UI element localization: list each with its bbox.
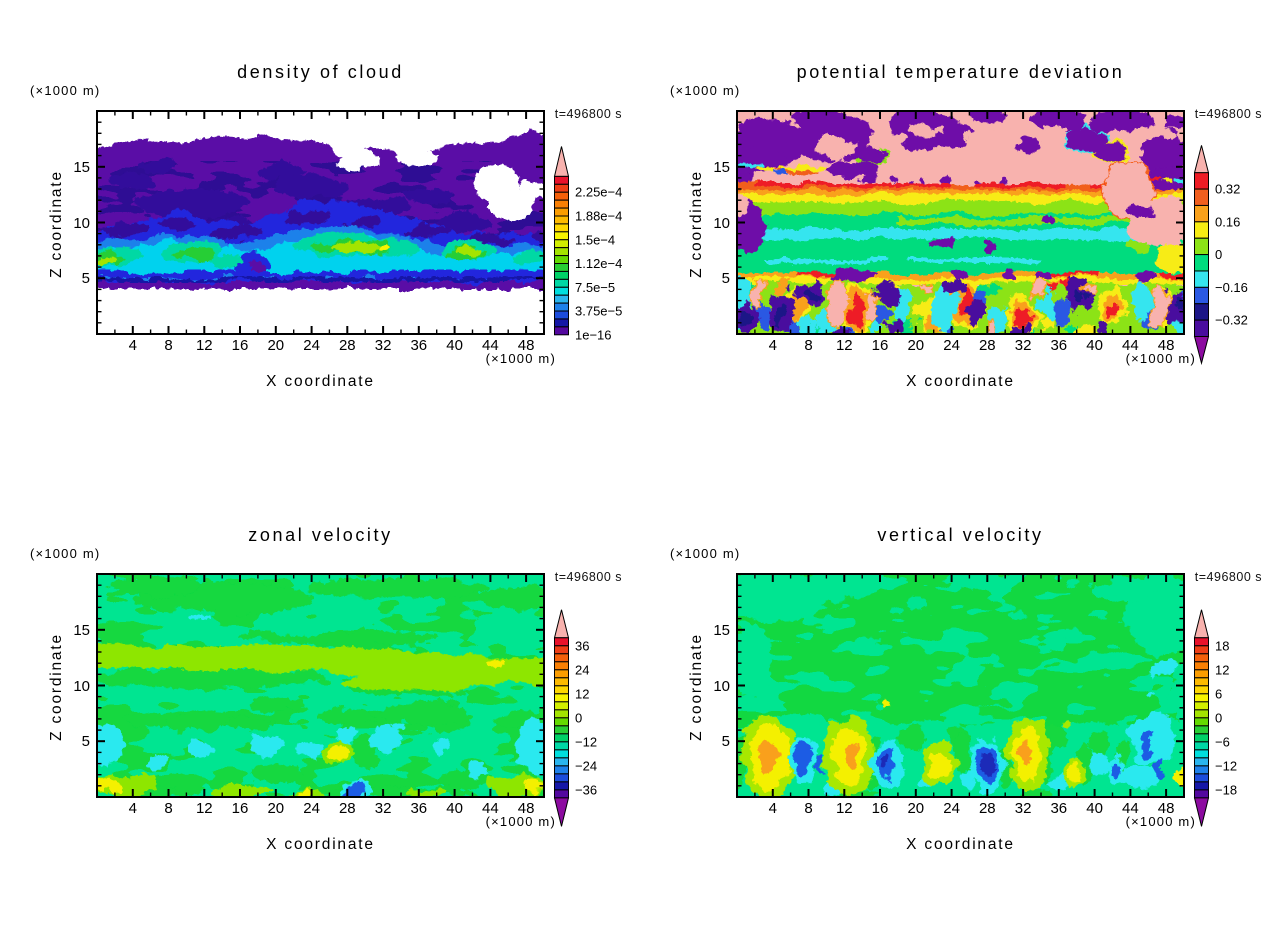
svg-text:1.5e−4: 1.5e−4 xyxy=(575,232,615,247)
svg-text:−12: −12 xyxy=(575,734,597,749)
svg-text:−18: −18 xyxy=(1215,782,1237,797)
svg-text:18: 18 xyxy=(1215,638,1229,653)
svg-text:0: 0 xyxy=(1215,710,1222,725)
svg-text:−24: −24 xyxy=(575,758,597,773)
svg-text:12: 12 xyxy=(575,686,589,701)
svg-text:−12: −12 xyxy=(1215,758,1237,773)
svg-text:1e−16: 1e−16 xyxy=(575,327,612,342)
svg-text:12: 12 xyxy=(1215,662,1229,677)
svg-text:6: 6 xyxy=(1215,686,1222,701)
svg-text:0: 0 xyxy=(575,710,582,725)
svg-text:1.88e−4: 1.88e−4 xyxy=(575,209,622,224)
svg-text:2.25e−4: 2.25e−4 xyxy=(575,185,622,200)
svg-text:36: 36 xyxy=(575,638,589,653)
svg-text:3.75e−5: 3.75e−5 xyxy=(575,304,622,319)
svg-text:0.32: 0.32 xyxy=(1215,182,1240,197)
svg-text:−0.32: −0.32 xyxy=(1215,313,1248,328)
svg-text:0: 0 xyxy=(1215,247,1222,262)
svg-text:0.16: 0.16 xyxy=(1215,214,1240,229)
svg-text:1.12e−4: 1.12e−4 xyxy=(575,256,622,271)
svg-text:−36: −36 xyxy=(575,782,597,797)
svg-text:24: 24 xyxy=(575,662,589,677)
svg-text:−6: −6 xyxy=(1215,734,1230,749)
svg-text:7.5e−5: 7.5e−5 xyxy=(575,280,615,295)
svg-text:−0.16: −0.16 xyxy=(1215,280,1248,295)
